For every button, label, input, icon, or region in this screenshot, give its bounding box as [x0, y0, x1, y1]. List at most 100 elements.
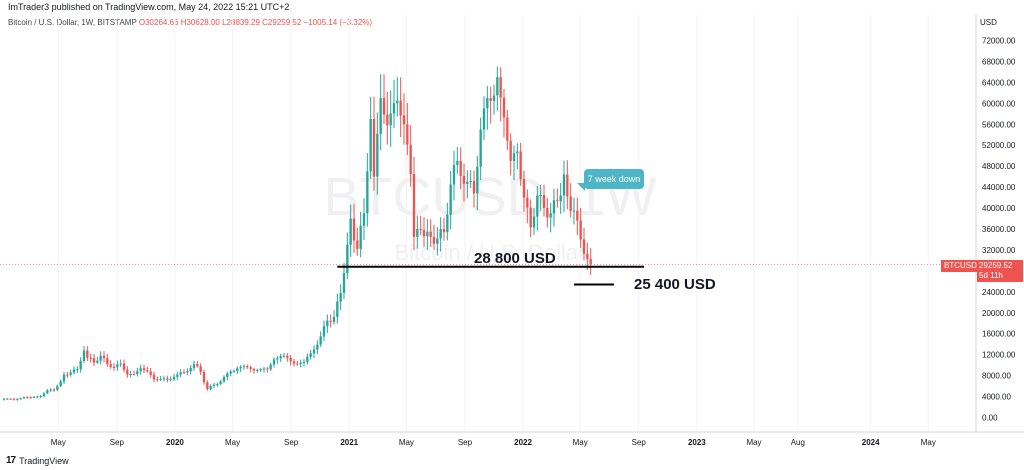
candle-body — [339, 292, 342, 302]
candle — [532, 208, 536, 235]
candle-body — [559, 195, 562, 202]
candle-body — [29, 397, 32, 399]
callout-note[interactable]: 7 week down — [584, 169, 644, 189]
candle-body — [232, 371, 236, 373]
candle — [286, 353, 289, 362]
candle-body — [379, 98, 382, 134]
candle — [26, 396, 29, 399]
watermark-name: Bitcoin / U.S. Dollar — [395, 240, 586, 265]
candle — [212, 382, 216, 389]
candle — [202, 369, 206, 385]
candle — [262, 366, 266, 373]
candle-body — [512, 153, 516, 161]
candle-body — [292, 361, 296, 364]
low-value: L28839.29 — [222, 18, 260, 27]
candle — [446, 202, 449, 241]
candle-body — [122, 363, 126, 370]
candle-body — [336, 301, 339, 317]
x-tick-label: 2023 — [688, 438, 706, 447]
candle — [432, 225, 436, 250]
candle — [362, 198, 366, 240]
candle — [542, 184, 546, 217]
ohlc-legend: Bitcoin / U.S. Dollar, 1W, BITSTAMP O302… — [8, 18, 372, 27]
candle-body — [282, 355, 286, 357]
candle-body — [399, 100, 402, 116]
candle — [249, 365, 252, 373]
candle — [42, 392, 46, 398]
candle — [442, 217, 446, 241]
y-tick-label: 32000.00 — [982, 246, 1016, 255]
candle — [289, 355, 292, 366]
candle-body — [442, 229, 446, 233]
candle-body — [112, 366, 116, 368]
candle-body — [579, 220, 582, 240]
candle-body — [586, 253, 589, 259]
candle — [12, 398, 16, 401]
callout-tail — [577, 183, 585, 191]
candle-body — [319, 336, 322, 345]
x-tick-label: May — [399, 438, 414, 447]
candle — [372, 96, 376, 191]
candle — [112, 363, 116, 371]
symbol-title[interactable]: Bitcoin / U.S. Dollar, 1W, BITSTAMP — [8, 18, 137, 27]
candle — [276, 355, 279, 364]
candle-body — [429, 231, 432, 237]
candle — [89, 353, 92, 363]
candle-body — [196, 364, 199, 367]
x-tick-label: 2021 — [340, 438, 358, 447]
candle — [239, 365, 242, 372]
y-tick-label: 12000.00 — [982, 351, 1016, 360]
candle-body — [546, 208, 549, 218]
candle — [209, 384, 212, 391]
candle — [466, 170, 469, 199]
candle — [102, 351, 106, 363]
candle — [279, 353, 282, 362]
y-tick-label: 0.00 — [982, 414, 998, 423]
candle-body — [166, 378, 169, 380]
candle-body — [116, 364, 119, 368]
candle — [252, 367, 256, 374]
candle-body — [202, 371, 206, 383]
candle — [369, 96, 372, 179]
candle — [106, 353, 109, 367]
candle — [499, 67, 502, 122]
candle — [409, 125, 412, 187]
candle-body — [359, 225, 362, 249]
candle-body — [422, 230, 426, 237]
candle-body — [176, 374, 179, 377]
y-tick-label: 36000.00 — [982, 225, 1016, 234]
candle-body — [389, 113, 392, 126]
x-tick-label: 2024 — [862, 438, 880, 447]
candle — [359, 211, 362, 258]
x-tick-label: May — [51, 438, 66, 447]
candle — [36, 395, 39, 398]
candle-body — [56, 386, 59, 390]
candle — [379, 74, 382, 151]
candle-body — [409, 144, 412, 175]
candle-body — [269, 364, 272, 370]
candle — [146, 366, 149, 373]
candle-body — [496, 77, 499, 96]
candle — [129, 370, 132, 378]
x-tick-label: May — [573, 438, 588, 447]
candle — [302, 359, 306, 367]
candle-body — [536, 195, 539, 217]
candle-body — [239, 366, 242, 369]
candle — [459, 147, 462, 190]
candle-body — [206, 382, 209, 390]
candle-body — [386, 114, 389, 126]
candle — [546, 197, 549, 228]
candle — [309, 349, 312, 360]
candle — [159, 376, 162, 382]
candle-body — [236, 368, 239, 372]
candle-body — [412, 174, 416, 237]
candle — [242, 364, 246, 370]
candle — [376, 112, 379, 195]
candle-body — [332, 316, 336, 322]
candle — [132, 370, 136, 376]
candle — [39, 395, 42, 399]
candle — [172, 374, 176, 381]
candle-body — [509, 140, 512, 161]
candle-body — [466, 181, 469, 184]
